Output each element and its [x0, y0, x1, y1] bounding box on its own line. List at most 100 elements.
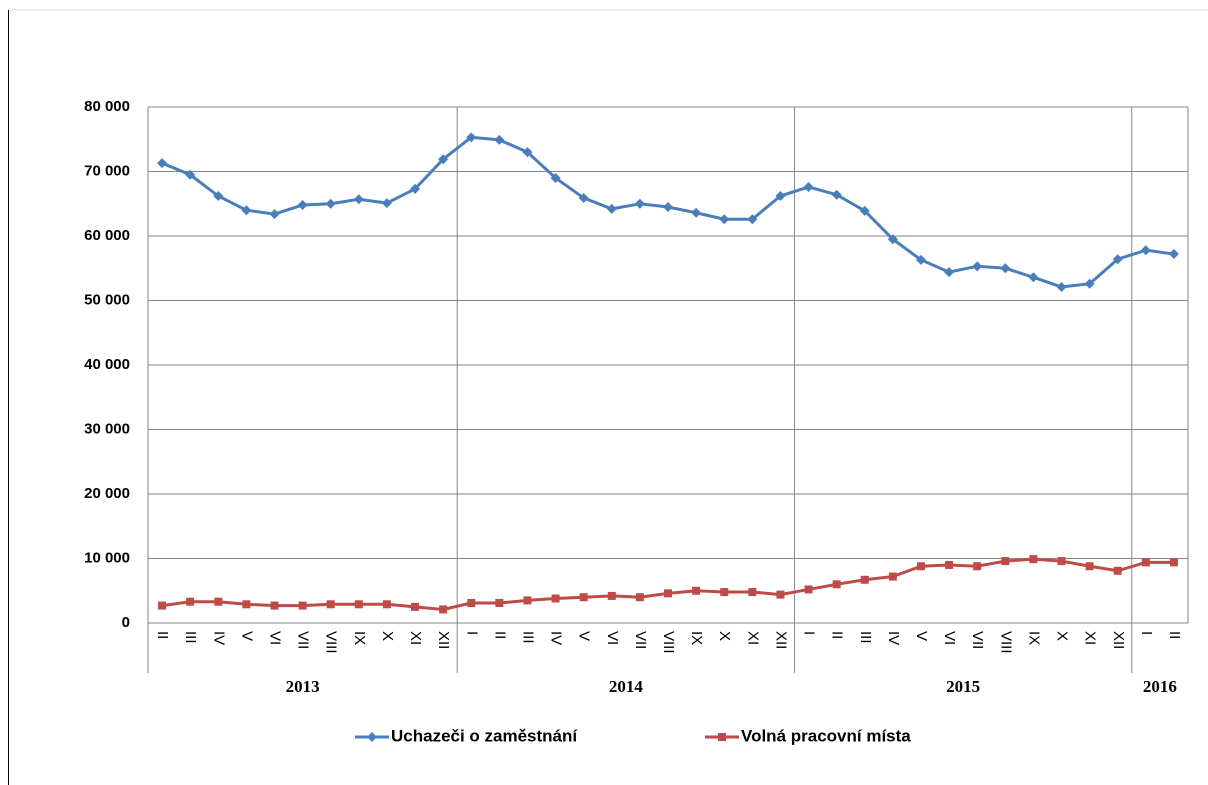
legend-label: Volná pracovní místa — [741, 726, 911, 745]
x-tick-label: X — [379, 631, 396, 641]
point — [832, 580, 841, 589]
point — [495, 599, 504, 608]
point — [325, 198, 336, 209]
point — [522, 147, 533, 158]
point — [298, 601, 307, 610]
x-tick-label: I — [463, 631, 480, 635]
y-tick-label: 10 000 — [84, 549, 130, 566]
point — [579, 593, 588, 602]
x-tick-label: VI — [267, 631, 284, 645]
x-tick-label: I — [1138, 631, 1155, 635]
legend-marker — [367, 732, 377, 742]
point — [944, 267, 955, 278]
point — [634, 198, 645, 209]
point — [859, 205, 870, 216]
x-tick-label: VIII — [997, 631, 1014, 654]
x-tick-label: IV — [548, 631, 565, 645]
y-tick-label: 20 000 — [84, 485, 130, 502]
x-tick-label: IX — [688, 631, 705, 645]
point — [1140, 245, 1151, 256]
point — [381, 198, 392, 209]
point — [1028, 272, 1039, 283]
point — [973, 562, 982, 571]
point — [551, 594, 560, 603]
x-tick-label: II — [491, 631, 508, 639]
point — [776, 590, 785, 599]
point — [494, 134, 505, 145]
point — [691, 207, 702, 218]
x-tick-label: VII — [632, 631, 649, 649]
x-tick-label: II — [1166, 631, 1183, 639]
point — [270, 601, 279, 610]
point — [607, 591, 616, 600]
point — [353, 194, 364, 205]
point — [720, 588, 729, 597]
x-tick-label: V — [238, 631, 255, 641]
x-tick-label: III — [857, 631, 874, 644]
point — [747, 214, 758, 225]
x-tick-label: IV — [885, 631, 902, 645]
point — [692, 586, 701, 595]
point — [214, 597, 223, 606]
x-tick-label: IX — [1025, 631, 1042, 645]
point — [635, 593, 644, 602]
point — [354, 600, 363, 609]
y-tick-label: 70 000 — [84, 162, 130, 179]
point — [1085, 562, 1094, 571]
point — [158, 601, 167, 610]
point — [410, 183, 421, 194]
group-label: 2013 — [286, 677, 320, 696]
point — [1168, 249, 1179, 260]
point — [916, 562, 925, 571]
point — [663, 201, 673, 212]
point — [804, 585, 813, 594]
x-tick-label: III — [182, 631, 199, 644]
point — [1084, 278, 1095, 289]
point — [439, 605, 448, 614]
y-tick-label: 0 — [122, 614, 130, 631]
x-tick-label: VII — [295, 631, 312, 649]
point — [578, 192, 589, 203]
y-tick-label: 80 000 — [84, 98, 130, 115]
x-tick-label: IX — [351, 631, 368, 645]
point — [297, 200, 308, 211]
group-label: 2015 — [946, 677, 980, 696]
point — [186, 597, 195, 606]
point — [550, 172, 561, 183]
point — [411, 602, 420, 611]
x-tick-label: IV — [210, 631, 227, 645]
point — [1029, 555, 1038, 564]
point — [382, 600, 391, 609]
x-tick-label: VII — [969, 631, 986, 649]
point — [466, 132, 477, 143]
y-tick-label: 40 000 — [84, 356, 130, 373]
point — [157, 158, 168, 169]
point — [467, 599, 476, 608]
point — [1169, 558, 1178, 567]
x-tick-label: XII — [772, 631, 789, 649]
point — [748, 588, 757, 597]
point — [664, 589, 672, 598]
x-tick-label: XII — [1110, 631, 1127, 649]
x-tick-label: XI — [407, 631, 424, 645]
legend-label: Uchazeči o zaměstnání — [391, 726, 578, 745]
point — [1057, 557, 1066, 566]
point — [1113, 566, 1122, 575]
x-tick-label: VI — [604, 631, 621, 645]
point — [523, 596, 532, 605]
x-tick-label: III — [519, 631, 536, 644]
point — [326, 600, 335, 609]
point — [241, 205, 252, 216]
y-tick-label: 30 000 — [84, 420, 130, 437]
x-tick-label: I — [801, 631, 818, 635]
x-tick-label: II — [829, 631, 846, 639]
x-tick-label: XI — [1082, 631, 1099, 645]
point — [888, 572, 897, 581]
x-tick-label: VIII — [323, 631, 340, 654]
point — [803, 181, 814, 192]
y-tick-label: 60 000 — [84, 227, 130, 244]
point — [185, 169, 196, 180]
point — [945, 560, 954, 569]
point — [1112, 254, 1123, 265]
